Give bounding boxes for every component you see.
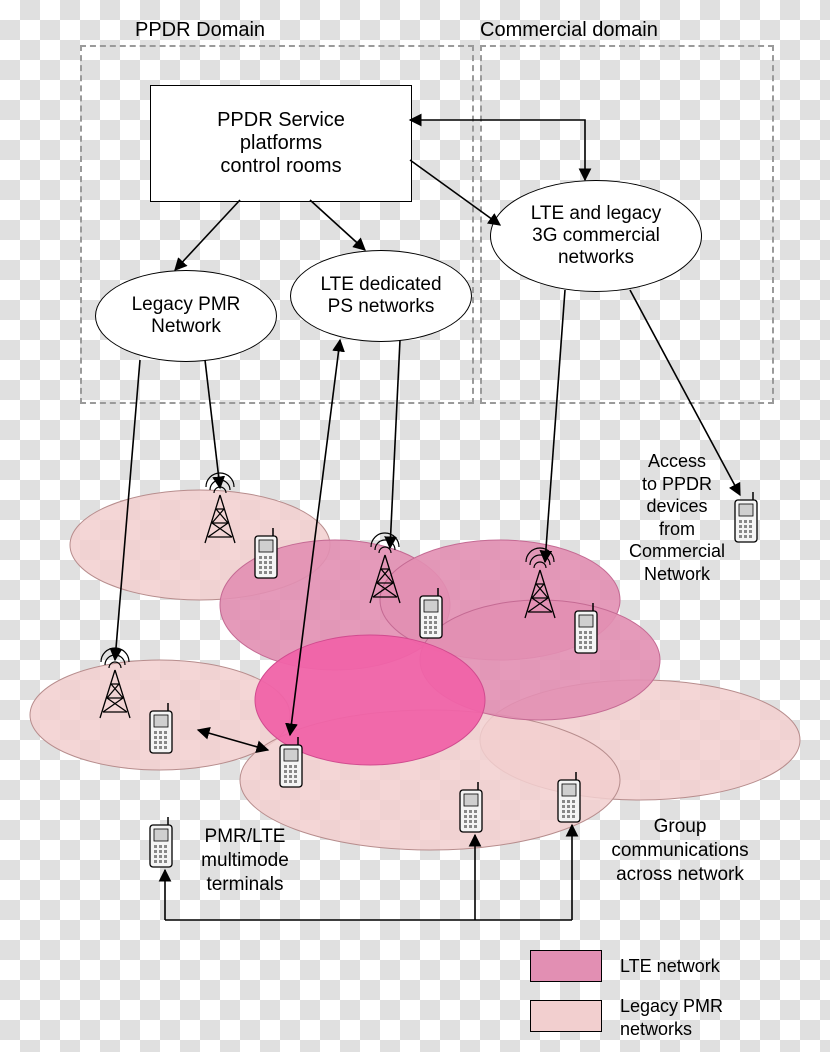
tower-icon [370,533,400,603]
node-text: LTE dedicated [320,274,441,296]
node-text: PPDR Service [217,109,345,132]
group-comm-label: Group communications across network [570,815,790,886]
legend-swatch-lte [530,950,602,982]
commercial-domain-title: Commercial domain [480,18,658,43]
node-text: networks [558,247,634,269]
node-text: platforms [240,132,322,155]
tower-icon [100,648,130,718]
phone-icon [460,782,482,832]
tower-icon [205,473,235,543]
node-text: 3G commercial [532,225,660,247]
phone-icon [280,737,302,787]
phone-icon [575,603,597,653]
node-text: Network [151,316,221,338]
access-commercial-label: Access to PPDR devices from Commercial N… [612,450,742,585]
network-architecture-diagram: { "domains": { "ppdr": { "label": "PPDR … [0,0,830,1052]
service-platforms-box: PPDR Service platforms control rooms [150,85,412,202]
node-text: Legacy PMR [132,294,241,316]
node-text: PS networks [328,296,435,318]
legend-swatch-pmr [530,1000,602,1032]
lte-ps-ellipse: LTE dedicated PS networks [290,250,472,342]
phone-icon [255,528,277,578]
node-text: control rooms [220,155,341,178]
ppdr-domain-title: PPDR Domain [135,18,265,43]
legacy-pmr-ellipse: Legacy PMR Network [95,270,277,362]
phone-icon [420,588,442,638]
multimode-terminals-label: PMR/LTE multimode terminals [170,825,320,896]
tower-icon [525,548,555,618]
phone-icon [150,703,172,753]
lte-commercial-ellipse: LTE and legacy 3G commercial networks [490,180,702,292]
node-text: LTE and legacy [531,203,662,225]
phone-icon [150,817,172,867]
legend-label-pmr: Legacy PMR networks [620,995,723,1040]
legend-label-lte: LTE network [620,955,720,978]
